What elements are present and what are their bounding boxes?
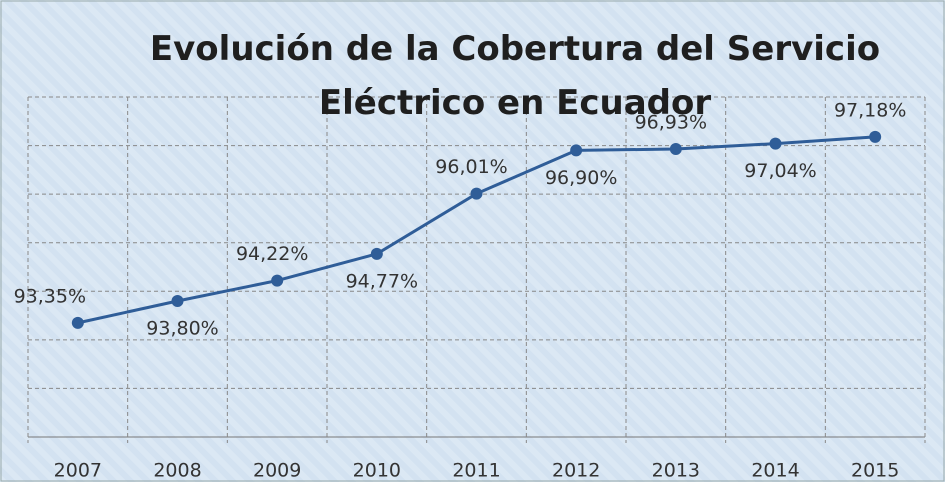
data-label: 94,22% (236, 243, 308, 265)
data-label: 97,18% (834, 99, 906, 121)
data-label: 94,77% (346, 270, 418, 292)
x-tick-label: 2012 (552, 460, 600, 482)
data-label: 96,93% (635, 111, 707, 133)
x-tick-label: 2007 (54, 460, 102, 482)
point (71, 316, 84, 329)
x-tick-label: 2009 (253, 460, 301, 482)
data-label: 93,35% (14, 285, 86, 307)
point (470, 187, 483, 200)
x-tick-label: 2015 (851, 460, 899, 482)
data-label: 97,04% (744, 160, 816, 182)
point (271, 274, 284, 287)
x-tick-label: 2011 (452, 460, 500, 482)
x-tick-label: 2010 (353, 460, 401, 482)
x-tick-label: 2014 (751, 460, 799, 482)
x-tick-label: 2008 (153, 460, 201, 482)
point (769, 137, 782, 150)
point (570, 144, 583, 157)
x-tick-label: 2013 (652, 460, 700, 482)
data-label: 96,90% (545, 167, 617, 189)
chart-title: Evolución de la Cobertura del Servicio E… (149, 29, 881, 123)
point (869, 130, 882, 143)
point (171, 295, 184, 307)
data-label: 93,80% (146, 318, 218, 340)
data-label: 96,01% (435, 156, 507, 178)
point (669, 142, 682, 155)
point (370, 247, 383, 260)
